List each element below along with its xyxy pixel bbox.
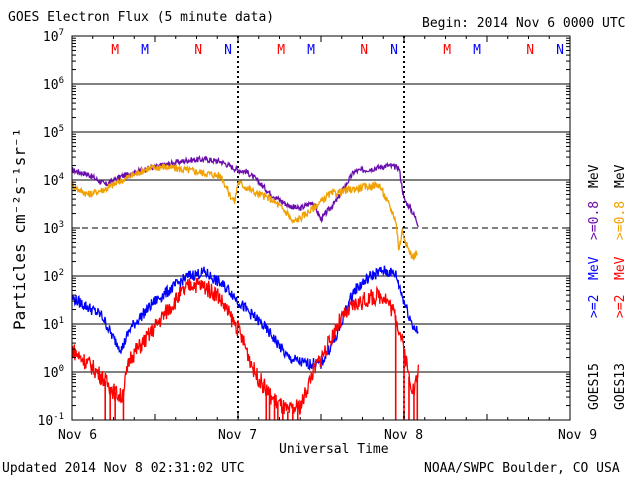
updated-timestamp: Updated 2014 Nov 8 02:31:02 UTC	[2, 461, 245, 476]
position-marker: M	[141, 43, 149, 58]
series-line	[71, 278, 420, 415]
position-marker: M	[307, 43, 315, 58]
legend-goes13-ge2: >=2	[613, 294, 628, 318]
y-tick-labels: 10-1 100 101 102 103 104 105 106 107	[38, 28, 65, 429]
x-tick-label: Nov 7	[218, 428, 257, 443]
position-marker: N	[224, 43, 232, 58]
x-axis-label: Universal Time	[279, 442, 389, 457]
y-tick-label: 106	[43, 76, 64, 93]
position-marker: N	[390, 43, 398, 58]
source-credit: NOAA/SWPC Boulder, CO USA	[424, 461, 620, 476]
chart-title: GOES Electron Flux (5 minute data)	[8, 10, 275, 25]
series-line	[71, 162, 418, 262]
legend-goes15-ge08-mev: MeV	[587, 164, 602, 188]
y-tick-label: 107	[43, 28, 64, 45]
position-marker: N	[526, 43, 534, 58]
legend-goes15-ge2-mev: MeV	[587, 256, 602, 280]
x-tick-label: Nov 9	[558, 428, 597, 443]
position-marker: N	[194, 43, 202, 58]
position-marker: M	[277, 43, 285, 58]
x-tick-label: Nov 6	[58, 428, 97, 443]
y-tick-label: 104	[43, 172, 64, 189]
legend-goes13: GOES13	[613, 363, 628, 410]
position-marker: M	[473, 43, 481, 58]
legend-goes15-ge08: >=0.8	[587, 200, 602, 240]
y-tick-label: 102	[43, 268, 64, 285]
legend-goes15: GOES15	[587, 363, 602, 410]
series-line	[71, 265, 419, 371]
series-line	[71, 155, 419, 228]
legend-goes13-ge08-mev: MeV	[613, 164, 628, 188]
y-tick-label: 100	[43, 364, 64, 381]
legend-goes13-ge2-mev: MeV	[613, 256, 628, 280]
y-tick-label: 10-1	[38, 412, 65, 429]
y-tick-label: 101	[43, 316, 64, 333]
position-marker: M	[443, 43, 451, 58]
position-marker: M	[111, 43, 119, 58]
x-tick-label: Nov 8	[384, 428, 423, 443]
begin-time: Begin: 2014 Nov 6 0000 UTC	[422, 16, 626, 31]
axis-ticks	[71, 35, 571, 421]
legend-goes15-ge2: >=2	[587, 294, 602, 318]
x-tick-labels: Nov 6 Nov 7 Nov 8 Nov 9	[58, 428, 597, 443]
legend-goes13-ge08: >=0.8	[613, 200, 628, 240]
y-tick-label: 103	[43, 220, 64, 237]
y-tick-label: 105	[43, 124, 64, 141]
y-axis-label: Particles cm⁻²s⁻¹sr⁻¹	[10, 127, 29, 330]
position-marker: N	[556, 43, 564, 58]
position-marker: N	[360, 43, 368, 58]
flux-series	[71, 155, 420, 420]
